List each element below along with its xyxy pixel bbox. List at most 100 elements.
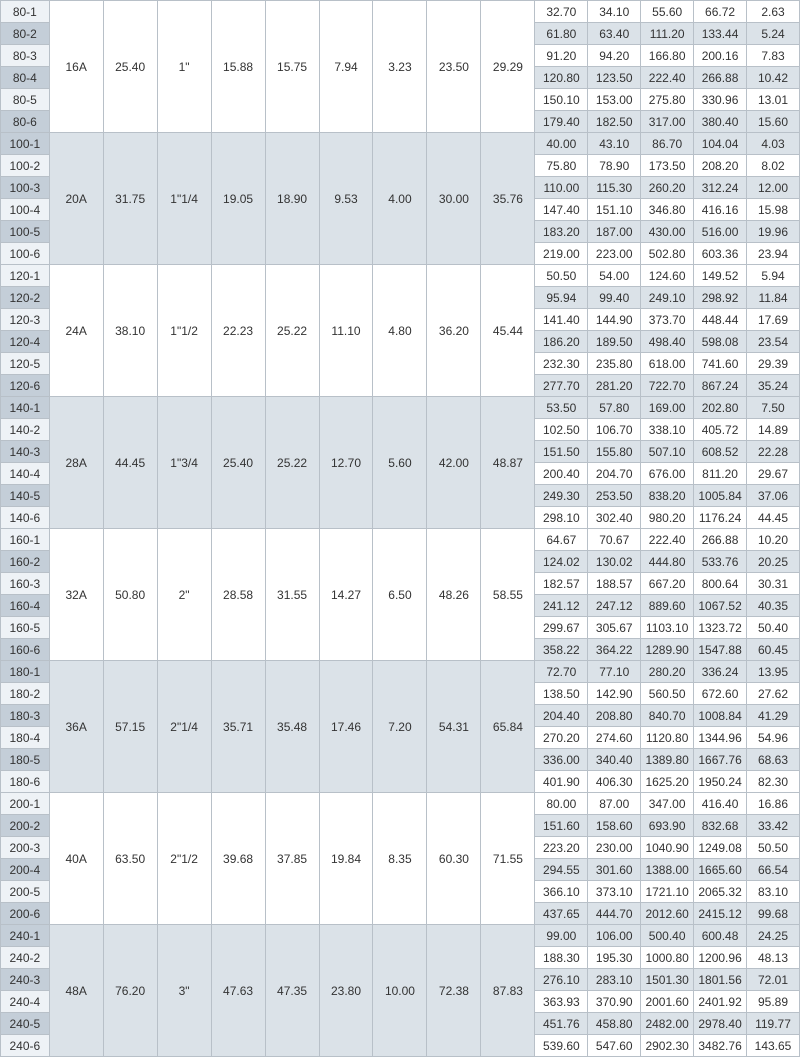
data-cell: 151.60 bbox=[535, 815, 588, 837]
data-cell: 149.52 bbox=[694, 265, 747, 287]
row-label: 80-2 bbox=[1, 23, 50, 45]
data-cell: 40.35 bbox=[747, 595, 800, 617]
shared-cell: 39.68 bbox=[211, 793, 265, 925]
data-cell: 600.48 bbox=[694, 925, 747, 947]
shared-cell: 14.27 bbox=[319, 529, 373, 661]
data-cell: 448.44 bbox=[694, 309, 747, 331]
data-cell: 48.13 bbox=[747, 947, 800, 969]
data-cell: 1667.76 bbox=[694, 749, 747, 771]
data-cell: 82.30 bbox=[747, 771, 800, 793]
data-cell: 247.12 bbox=[588, 595, 641, 617]
shared-cell: 2"1/4 bbox=[157, 661, 211, 793]
data-cell: 280.20 bbox=[641, 661, 694, 683]
row-label: 160-3 bbox=[1, 573, 50, 595]
row-label: 200-4 bbox=[1, 859, 50, 881]
data-cell: 283.10 bbox=[588, 969, 641, 991]
data-cell: 667.20 bbox=[641, 573, 694, 595]
data-cell: 405.72 bbox=[694, 419, 747, 441]
data-cell: 143.65 bbox=[747, 1035, 800, 1057]
shared-cell: 25.22 bbox=[265, 265, 319, 397]
data-cell: 66.54 bbox=[747, 859, 800, 881]
data-cell: 451.76 bbox=[535, 1013, 588, 1035]
row-label: 180-6 bbox=[1, 771, 50, 793]
shared-cell: 19.05 bbox=[211, 133, 265, 265]
row-label: 200-3 bbox=[1, 837, 50, 859]
data-cell: 182.50 bbox=[588, 111, 641, 133]
shared-cell: 44.45 bbox=[103, 397, 157, 529]
data-cell: 50.40 bbox=[747, 617, 800, 639]
data-cell: 50.50 bbox=[535, 265, 588, 287]
data-cell: 7.50 bbox=[747, 397, 800, 419]
shared-cell: 22.23 bbox=[211, 265, 265, 397]
data-cell: 1501.30 bbox=[641, 969, 694, 991]
data-cell: 66.72 bbox=[694, 1, 747, 23]
shared-cell: 35.48 bbox=[265, 661, 319, 793]
data-cell: 182.57 bbox=[535, 573, 588, 595]
table-row: 140-128A44.451"3/425.4025.2212.705.6042.… bbox=[1, 397, 800, 419]
data-cell: 130.02 bbox=[588, 551, 641, 573]
data-cell: 5.94 bbox=[747, 265, 800, 287]
row-label: 200-5 bbox=[1, 881, 50, 903]
data-cell: 2012.60 bbox=[641, 903, 694, 925]
data-cell: 305.67 bbox=[588, 617, 641, 639]
row-label: 100-3 bbox=[1, 177, 50, 199]
data-cell: 672.60 bbox=[694, 683, 747, 705]
data-cell: 124.60 bbox=[641, 265, 694, 287]
data-cell: 500.40 bbox=[641, 925, 694, 947]
data-cell: 373.70 bbox=[641, 309, 694, 331]
data-cell: 560.50 bbox=[641, 683, 694, 705]
shared-cell: 20A bbox=[49, 133, 103, 265]
data-cell: 202.80 bbox=[694, 397, 747, 419]
shared-cell: 7.94 bbox=[319, 1, 373, 133]
data-cell: 380.40 bbox=[694, 111, 747, 133]
data-cell: 50.50 bbox=[747, 837, 800, 859]
data-cell: 1547.88 bbox=[694, 639, 747, 661]
data-cell: 406.30 bbox=[588, 771, 641, 793]
data-cell: 1200.96 bbox=[694, 947, 747, 969]
data-cell: 147.40 bbox=[535, 199, 588, 221]
data-cell: 23.94 bbox=[747, 243, 800, 265]
shared-cell: 16A bbox=[49, 1, 103, 133]
shared-cell: 76.20 bbox=[103, 925, 157, 1057]
data-cell: 1120.80 bbox=[641, 727, 694, 749]
data-cell: 298.10 bbox=[535, 507, 588, 529]
data-cell: 35.24 bbox=[747, 375, 800, 397]
data-cell: 416.16 bbox=[694, 199, 747, 221]
shared-cell: 65.84 bbox=[481, 661, 535, 793]
shared-cell: 31.75 bbox=[103, 133, 157, 265]
data-cell: 800.64 bbox=[694, 573, 747, 595]
data-cell: 253.50 bbox=[588, 485, 641, 507]
shared-cell: 63.50 bbox=[103, 793, 157, 925]
data-cell: 2415.12 bbox=[694, 903, 747, 925]
data-cell: 68.63 bbox=[747, 749, 800, 771]
data-cell: 1323.72 bbox=[694, 617, 747, 639]
data-cell: 533.76 bbox=[694, 551, 747, 573]
row-label: 140-2 bbox=[1, 419, 50, 441]
row-label: 80-1 bbox=[1, 1, 50, 23]
data-cell: 294.55 bbox=[535, 859, 588, 881]
data-cell: 274.60 bbox=[588, 727, 641, 749]
data-cell: 838.20 bbox=[641, 485, 694, 507]
row-label: 140-6 bbox=[1, 507, 50, 529]
data-cell: 302.40 bbox=[588, 507, 641, 529]
data-cell: 166.80 bbox=[641, 45, 694, 67]
data-cell: 11.84 bbox=[747, 287, 800, 309]
data-cell: 53.50 bbox=[535, 397, 588, 419]
shared-cell: 19.84 bbox=[319, 793, 373, 925]
data-cell: 99.40 bbox=[588, 287, 641, 309]
data-cell: 498.40 bbox=[641, 331, 694, 353]
table-row: 120-124A38.101"1/222.2325.2211.104.8036.… bbox=[1, 265, 800, 287]
data-cell: 230.00 bbox=[588, 837, 641, 859]
data-cell: 27.62 bbox=[747, 683, 800, 705]
data-cell: 598.08 bbox=[694, 331, 747, 353]
data-cell: 95.94 bbox=[535, 287, 588, 309]
row-label: 120-1 bbox=[1, 265, 50, 287]
shared-cell: 5.60 bbox=[373, 397, 427, 529]
data-cell: 2902.30 bbox=[641, 1035, 694, 1057]
data-cell: 33.42 bbox=[747, 815, 800, 837]
shared-cell: 29.29 bbox=[481, 1, 535, 133]
data-cell: 430.00 bbox=[641, 221, 694, 243]
data-cell: 80.00 bbox=[535, 793, 588, 815]
shared-cell: 37.85 bbox=[265, 793, 319, 925]
data-cell: 223.20 bbox=[535, 837, 588, 859]
